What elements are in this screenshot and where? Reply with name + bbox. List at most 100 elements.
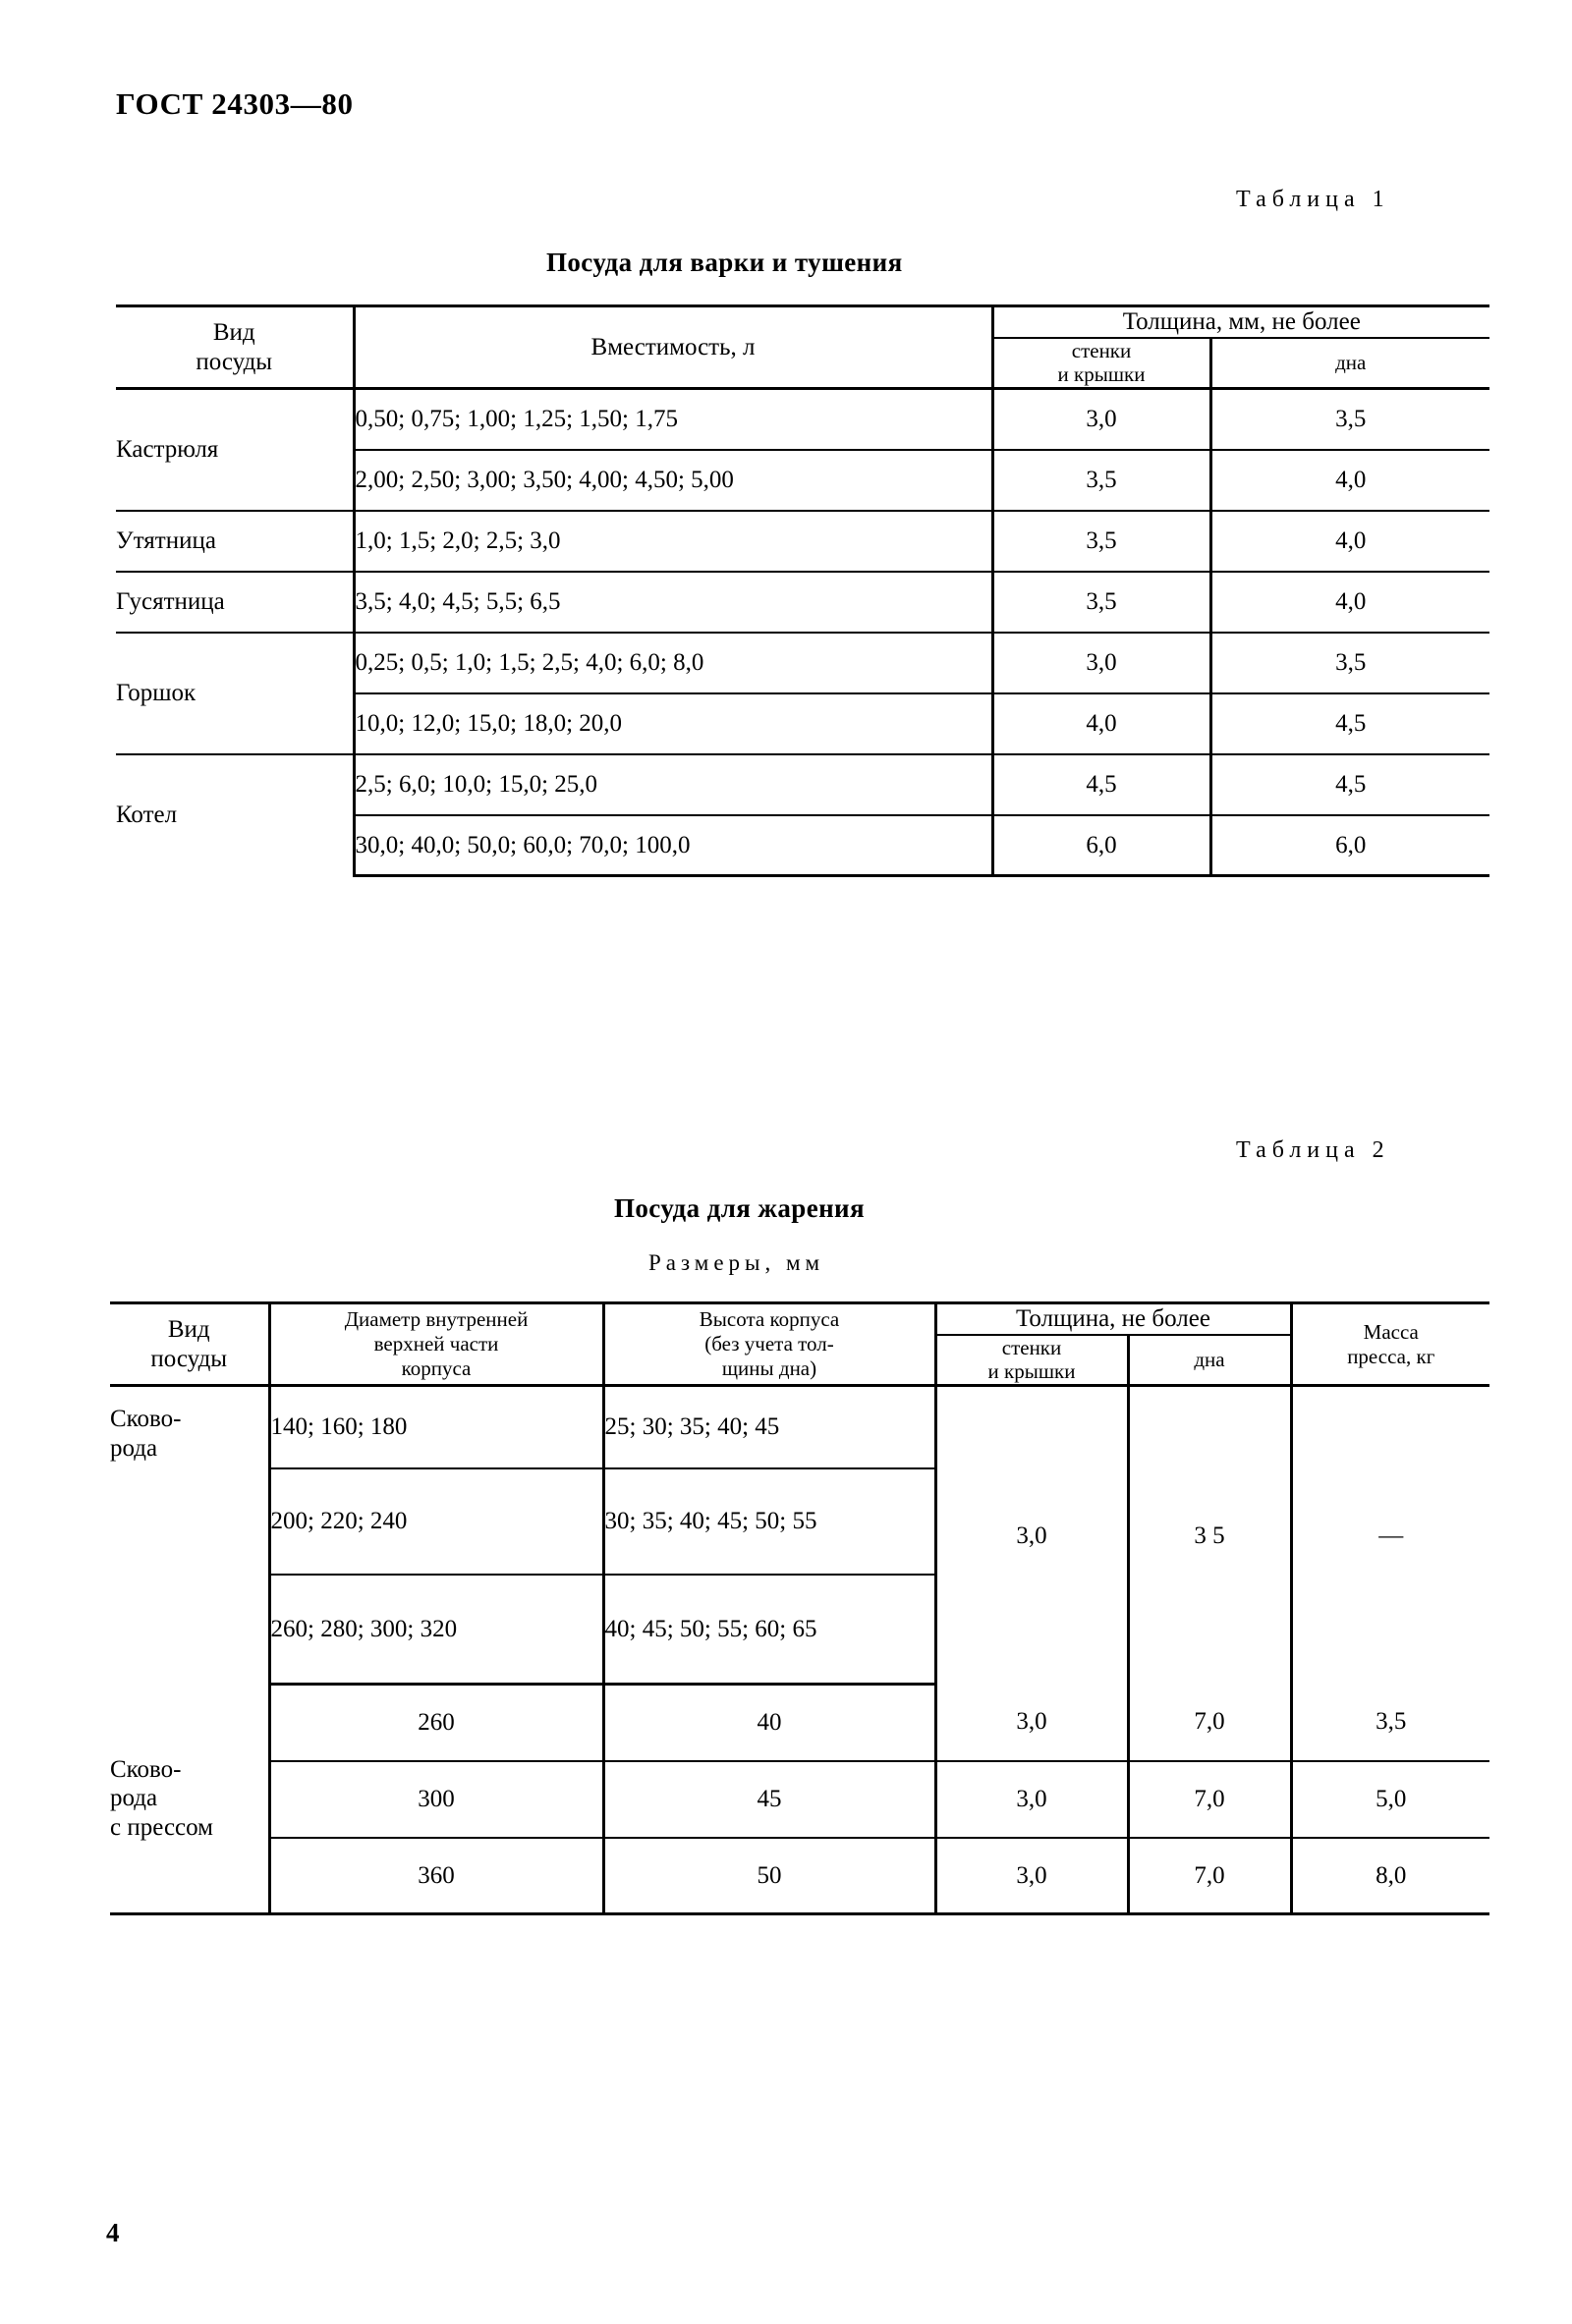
table1-cell-capacity: 3,5; 4,0; 4,5; 5,5; 6,5 xyxy=(352,571,992,634)
table2-cell-walls: 3,0 xyxy=(933,1684,1128,1762)
table-row: Сково- рода с прессом 260 40 3,0 7,0 3,5 xyxy=(110,1684,1489,1916)
table1-header-row-2: стенки и крышки дна xyxy=(116,337,1490,391)
table2-cell-mass: — xyxy=(1289,1385,1489,1685)
table2-cell-diameter: 200; 220; 240 xyxy=(267,1467,603,1576)
table1-th-bottom: дна xyxy=(1208,337,1490,391)
table1-cell-bottom: 4,5 xyxy=(1208,692,1490,755)
table2-title: Посуда для жарения xyxy=(614,1193,865,1223)
table1-cell-capacity: 0,25; 0,5; 1,0; 1,5; 2,5; 4,0; 6,0; 8,0 xyxy=(352,632,992,694)
table1-cell-bottom: 4,0 xyxy=(1208,571,1490,634)
table1-th-kind-line1: Вид xyxy=(212,319,255,347)
table-row: 2,00; 2,50; 3,00; 3,50; 4,00; 4,50; 5,00… xyxy=(116,449,1490,512)
table2-cell-kind: Сково- рода xyxy=(110,1386,269,1685)
table2-cell-diameter: 140; 160; 180 xyxy=(267,1385,603,1469)
table2-th-diameter-line3: корпуса xyxy=(401,1356,472,1380)
table1-cell-capacity: 2,00; 2,50; 3,00; 3,50; 4,00; 4,50; 5,00 xyxy=(352,449,992,512)
table1-body: Кастрюля 0,50; 0,75; 1,00; 1,25; 1,50; 1… xyxy=(116,388,1490,878)
table2-body: Сково- рода 140; 160; 180 25; 30; 35; 40… xyxy=(110,1385,1489,1916)
table2-cell-bottom: 7,0 xyxy=(1126,1837,1291,1916)
table1-cell-walls: 4,0 xyxy=(990,692,1210,755)
table-row: Сково- рода 140; 160; 180 25; 30; 35; 40… xyxy=(110,1385,1489,1685)
table1-th-walls-line1: стенки xyxy=(1071,338,1132,362)
standard-number: ГОСТ 24303—80 xyxy=(116,86,354,121)
table2-cell-kind-line2: рода xyxy=(110,1434,158,1462)
table2-th-walls-line2: и крышки xyxy=(987,1359,1076,1384)
table2-th-kind-line2: посуды xyxy=(150,1345,228,1372)
table2-cell-mass: 8,0 xyxy=(1289,1837,1489,1916)
table2-th-kind-line1: Вид xyxy=(167,1316,210,1344)
table2-head: Вид посуды Диаметр внутренней верхней ча… xyxy=(110,1300,1489,1388)
table2-header-row-2: стенки и крышки дна xyxy=(110,1334,1489,1388)
table2-th-bottom: дна xyxy=(1126,1334,1291,1388)
table2-th-mass: Масса пресса, кг xyxy=(1289,1300,1489,1388)
table2: Вид посуды Диаметр внутренней верхней ча… xyxy=(110,1300,1489,1916)
table2-cell-kind-line1: Сково- xyxy=(110,1406,182,1433)
table1-cell-capacity: 30,0; 40,0; 50,0; 60,0; 70,0; 100,0 xyxy=(352,814,992,878)
table1-th-capacity: Вместимость, л xyxy=(352,304,992,391)
table2-header-row-1: Вид посуды Диаметр внутренней верхней ча… xyxy=(110,1300,1489,1388)
table1-th-walls: стенки и крышки xyxy=(990,337,1210,391)
table1-cell-bottom: 6,0 xyxy=(1208,814,1490,878)
table2-th-kind: Вид посуды xyxy=(110,1300,269,1388)
table2-cell-bottom: 7,0 xyxy=(1126,1684,1291,1762)
table2-cell-diameter: 260; 280; 300; 320 xyxy=(267,1574,603,1687)
table1-cell-kind: Кастрюля xyxy=(116,436,219,464)
table-row: 10,0; 12,0; 15,0; 18,0; 20,0 4,0 4,5 xyxy=(116,692,1490,755)
table1-cell-bottom: 4,5 xyxy=(1208,753,1490,816)
table2-cell-diameter: 260 xyxy=(267,1684,603,1762)
table-row: 200; 220; 240 30; 35; 40; 45; 50; 55 xyxy=(110,1467,1489,1576)
table2-cell-kind-line3: с прессом xyxy=(110,1813,213,1841)
table1-th-kind: Вид посуды xyxy=(116,304,354,391)
table2-th-thickness-group: Толщина, не более xyxy=(933,1301,1291,1336)
table1-cell-bottom: 4,0 xyxy=(1208,510,1490,573)
table2-cell-diameter: 360 xyxy=(267,1837,603,1916)
table1-cell-kind: Котел xyxy=(116,752,354,876)
table2-cell-kind: Сково- рода с прессом xyxy=(110,1684,269,1916)
table2-th-height: Высота корпуса (без учета тол- щины дна) xyxy=(601,1300,935,1388)
table2-label: Таблица 2 xyxy=(1236,1137,1390,1163)
table1-cell-bottom: 3,5 xyxy=(1208,632,1490,694)
table1-th-walls-line2: и крышки xyxy=(1057,362,1146,387)
table2-cell-diameter: 300 xyxy=(267,1760,603,1839)
table1-label: Таблица 1 xyxy=(1236,187,1390,212)
table2-cell-mass: 3,5 xyxy=(1289,1684,1489,1762)
table1-cell-walls: 3,0 xyxy=(990,388,1210,451)
table2-cell-height: 30; 35; 40; 45; 50; 55 xyxy=(601,1467,935,1576)
table-row: Кастрюля 0,50; 0,75; 1,00; 1,25; 1,50; 1… xyxy=(116,388,1490,463)
table1-cell-capacity: 0,50; 0,75; 1,00; 1,25; 1,50; 1,75 xyxy=(352,388,992,451)
table1-cell-capacity: 10,0; 12,0; 15,0; 18,0; 20,0 xyxy=(352,692,992,755)
table2-cell-height: 45 xyxy=(601,1760,935,1839)
table2-th-walls-line1: стенки xyxy=(1001,1335,1062,1359)
table1-cell-walls: 3,5 xyxy=(990,510,1210,573)
table-row: 360 50 3,0 7,0 8,0 xyxy=(110,1837,1489,1916)
table2-cell-height: 40; 45; 50; 55; 60; 65 xyxy=(601,1574,935,1687)
table2-cell-bottom: 7,0 xyxy=(1126,1760,1291,1839)
table1-cell-capacity: 2,5; 6,0; 10,0; 15,0; 25,0 xyxy=(352,753,992,816)
table2-cell-mass: 5,0 xyxy=(1289,1760,1489,1839)
table2-cell-height: 25; 30; 35; 40; 45 xyxy=(601,1385,935,1469)
table-row: 30,0; 40,0; 50,0; 60,0; 70,0; 100,0 6,0 … xyxy=(116,814,1490,878)
table1-cell-bottom: 4,0 xyxy=(1208,449,1490,512)
table2-sizes-note: Размеры, мм xyxy=(648,1250,825,1275)
table1-head: Вид посуды Вместимость, л Толщина, мм, н… xyxy=(116,304,1490,391)
table2-cell-walls: 3,0 xyxy=(933,1760,1128,1839)
table2-cell-height: 40 xyxy=(601,1684,935,1762)
table1-cell-walls: 4,5 xyxy=(990,753,1210,816)
table2-th-diameter-line2: верхней части xyxy=(373,1332,499,1356)
table2-cell-kind-line2: рода xyxy=(110,1785,158,1812)
table1-cell-kind: Утятница xyxy=(116,509,354,572)
table1-cell-capacity: 1,0; 1,5; 2,0; 2,5; 3,0 xyxy=(352,510,992,573)
table2-th-diameter-line1: Диаметр внутренней xyxy=(344,1307,529,1332)
table1-cell-kind: Горшок xyxy=(116,631,354,754)
table-row: Котел 2,5; 6,0; 10,0; 15,0; 25,0 4,5 4,5 xyxy=(116,752,1490,876)
table2-th-mass-line2: пресса, кг xyxy=(1347,1344,1435,1368)
page-number: 4 xyxy=(106,2218,120,2247)
table2-th-height-line3: щины дна) xyxy=(721,1356,817,1380)
table1-cell-kind: Гусятница xyxy=(116,570,354,633)
table2-th-diameter: Диаметр внутренней верхней части корпуса xyxy=(267,1300,603,1388)
table-row: 300 45 3,0 7,0 5,0 xyxy=(110,1760,1489,1839)
table2-th-height-line2: (без учета тол- xyxy=(704,1332,834,1356)
table1-th-kind-line2: посуды xyxy=(196,348,273,375)
table-row: 260; 280; 300; 320 40; 45; 50; 55; 60; 6… xyxy=(110,1574,1489,1687)
